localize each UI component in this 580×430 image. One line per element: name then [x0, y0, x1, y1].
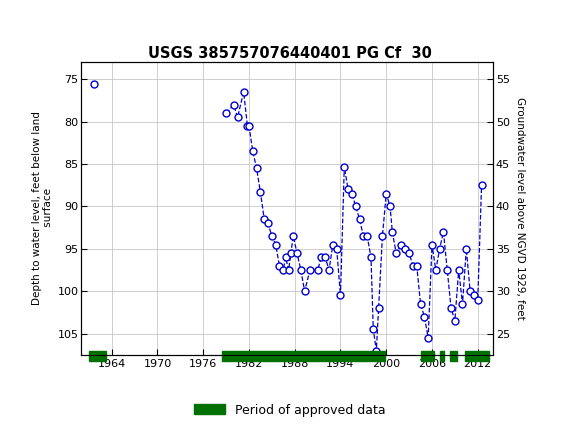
Text: USGS 385757076440401 PG Cf  30: USGS 385757076440401 PG Cf 30 — [148, 46, 432, 61]
Y-axis label: Groundwater level above NGVD 1929, feet: Groundwater level above NGVD 1929, feet — [516, 97, 525, 320]
Bar — [420, 350, 433, 361]
Text: USGS: USGS — [44, 14, 99, 31]
Bar — [89, 350, 106, 361]
Bar — [465, 350, 489, 361]
Bar — [222, 350, 385, 361]
Bar — [450, 350, 457, 361]
Legend: Period of approved data: Period of approved data — [189, 399, 391, 421]
Bar — [3, 2, 35, 43]
Bar — [440, 350, 444, 361]
Y-axis label: Depth to water level, feet below land
 surface: Depth to water level, feet below land su… — [32, 112, 53, 305]
